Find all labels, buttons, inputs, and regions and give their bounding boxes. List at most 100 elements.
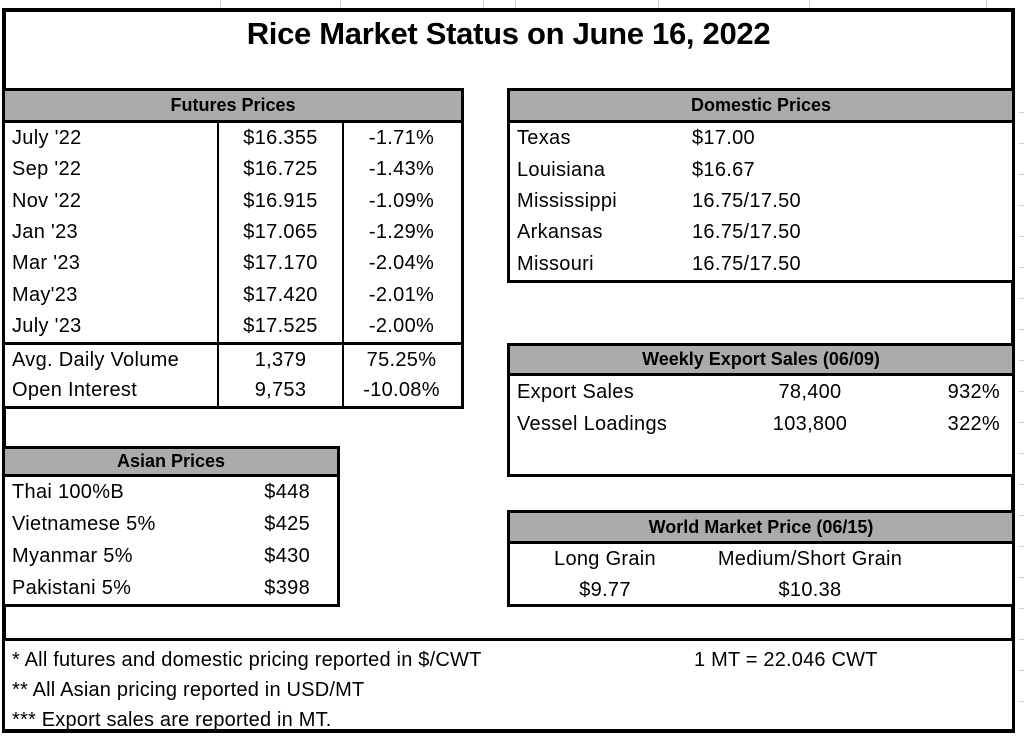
contract-label: Sep '22 — [12, 158, 82, 181]
stat-value: 9,753 — [254, 379, 307, 402]
section-header-world-market: World Market Price (06/15) — [510, 513, 1012, 544]
table-row: Myanmar 5% $430 — [5, 541, 337, 573]
table-row: Arkansas 16.75/17.50 — [510, 217, 1012, 248]
price-cell: $425 — [264, 513, 310, 536]
section-header-weekly-export: Weekly Export Sales (06/09) — [510, 346, 1012, 376]
contract-label: July '22 — [12, 127, 82, 150]
footnote-text: ** All Asian pricing reported in USD/MT — [12, 678, 365, 701]
stat-label: Open Interest — [12, 379, 138, 402]
price-cell: $17.065 — [243, 220, 318, 243]
price-cell: 16.75/17.50 — [692, 190, 801, 213]
table-row: Louisiana $16.67 — [510, 154, 1012, 185]
stat-value: 1,379 — [254, 348, 307, 371]
table-row: July '23 $17.525 -2.00% — [5, 311, 461, 342]
table-row: Mar '23 $17.170 -2.04% — [5, 248, 461, 279]
table-row: Sep '22 $16.725 -1.43% — [5, 154, 461, 185]
quantity-cell: 78,400 — [778, 380, 842, 403]
price-cell: $17.00 — [692, 127, 755, 150]
footnote-line: *** Export sales are reported in MT. — [12, 705, 1012, 735]
footnote-line: * All futures and domestic pricing repor… — [12, 645, 1012, 675]
table-row: Missouri 16.75/17.50 — [510, 249, 1012, 280]
footnote-text: *** Export sales are reported in MT. — [12, 708, 332, 731]
footnote-text: * All futures and domestic pricing repor… — [12, 648, 482, 671]
state-label: Arkansas — [517, 221, 603, 244]
origin-label: Vietnamese 5% — [12, 513, 156, 536]
contract-label: July '23 — [12, 314, 82, 337]
table-row: Long Grain Medium/Short Grain — [510, 544, 1012, 575]
table-row: Jan '23 $17.065 -1.29% — [5, 217, 461, 248]
table-row: $9.77 $10.38 — [510, 575, 1012, 606]
asian-prices-table: Asian Prices Thai 100%B $448 Vietnamese … — [2, 446, 340, 607]
state-label: Louisiana — [517, 158, 606, 181]
column-divider — [342, 120, 344, 406]
state-label: Texas — [517, 127, 571, 150]
grain-type-label: Long Grain — [554, 548, 656, 570]
table-row: Thai 100%B $448 — [5, 477, 337, 509]
change-cell: -2.00% — [368, 314, 435, 337]
section-header-futures: Futures Prices — [5, 91, 461, 123]
column-divider — [217, 120, 219, 406]
spreadsheet-gridline — [220, 0, 221, 9]
world-market-price-table: World Market Price (06/15) Long Grain Me… — [507, 510, 1015, 607]
price-cell: $10.38 — [778, 579, 842, 601]
section-divider — [5, 342, 461, 345]
price-cell: $17.420 — [243, 283, 318, 306]
page-title: Rice Market Status on June 16, 2022 — [246, 16, 771, 51]
change-cell: -1.09% — [368, 189, 435, 212]
table-row: Texas $17.00 — [510, 123, 1012, 154]
conversion-note: 1 MT = 22.046 CWT — [694, 648, 878, 671]
spreadsheet-gridline — [483, 0, 484, 9]
origin-label: Myanmar 5% — [12, 544, 133, 567]
price-cell: $16.355 — [243, 127, 318, 150]
price-cell: $398 — [264, 576, 310, 599]
change-cell: -1.29% — [368, 220, 435, 243]
change-cell: -1.71% — [368, 127, 435, 150]
footnote-line: ** All Asian pricing reported in USD/MT — [12, 675, 1012, 705]
contract-label: Mar '23 — [12, 252, 81, 275]
table-row: Pakistani 5% $398 — [5, 572, 337, 604]
export-metric-label: Export Sales — [517, 380, 634, 403]
price-cell: $17.170 — [243, 252, 318, 275]
section-header-domestic: Domestic Prices — [510, 91, 1012, 123]
spreadsheet-gridline — [986, 0, 987, 9]
state-label: Missouri — [517, 252, 594, 275]
price-cell: 16.75/17.50 — [692, 252, 801, 275]
origin-label: Thai 100%B — [12, 481, 124, 504]
stat-change: -10.08% — [363, 379, 440, 402]
spreadsheet-gridline — [340, 0, 341, 9]
contract-label: Jan '23 — [12, 220, 78, 243]
section-header-asian: Asian Prices — [5, 449, 337, 477]
export-metric-label: Vessel Loadings — [517, 412, 668, 435]
grain-type-label: Medium/Short Grain — [717, 548, 903, 570]
table-row: Mississippi 16.75/17.50 — [510, 186, 1012, 217]
price-cell: $16.67 — [692, 158, 755, 181]
stat-label: Avg. Daily Volume — [12, 348, 180, 371]
price-cell: $17.525 — [243, 314, 318, 337]
contract-label: Nov '22 — [12, 189, 82, 212]
change-cell: -2.04% — [368, 252, 435, 275]
change-cell: 932% — [947, 380, 1000, 403]
table-row: Export Sales 78,400 932% — [510, 376, 1012, 408]
domestic-prices-table: Domestic Prices Texas $17.00 Louisiana $… — [507, 88, 1015, 283]
price-cell: $16.915 — [243, 189, 318, 212]
change-cell: -2.01% — [368, 283, 435, 306]
spreadsheet-gridline-strip — [1019, 82, 1024, 732]
price-cell: $448 — [264, 481, 310, 504]
origin-label: Pakistani 5% — [12, 576, 132, 599]
table-row: Open Interest 9,753 -10.08% — [5, 376, 461, 407]
table-row: Avg. Daily Volume 1,379 75.25% — [5, 345, 461, 376]
price-cell: $16.725 — [243, 158, 318, 181]
price-cell: $9.77 — [579, 579, 631, 601]
footnotes-section: * All futures and domestic pricing repor… — [2, 638, 1015, 733]
spreadsheet-gridline — [658, 0, 659, 9]
table-row: May'23 $17.420 -2.01% — [5, 279, 461, 310]
table-row: Vietnamese 5% $425 — [5, 509, 337, 541]
table-row: Vessel Loadings 103,800 322% — [510, 408, 1012, 440]
spreadsheet-gridline — [515, 0, 516, 9]
contract-label: May'23 — [12, 283, 78, 306]
change-cell: 322% — [947, 412, 1000, 435]
price-cell: $430 — [264, 544, 310, 567]
price-cell: 16.75/17.50 — [692, 221, 801, 244]
quantity-cell: 103,800 — [772, 412, 848, 435]
